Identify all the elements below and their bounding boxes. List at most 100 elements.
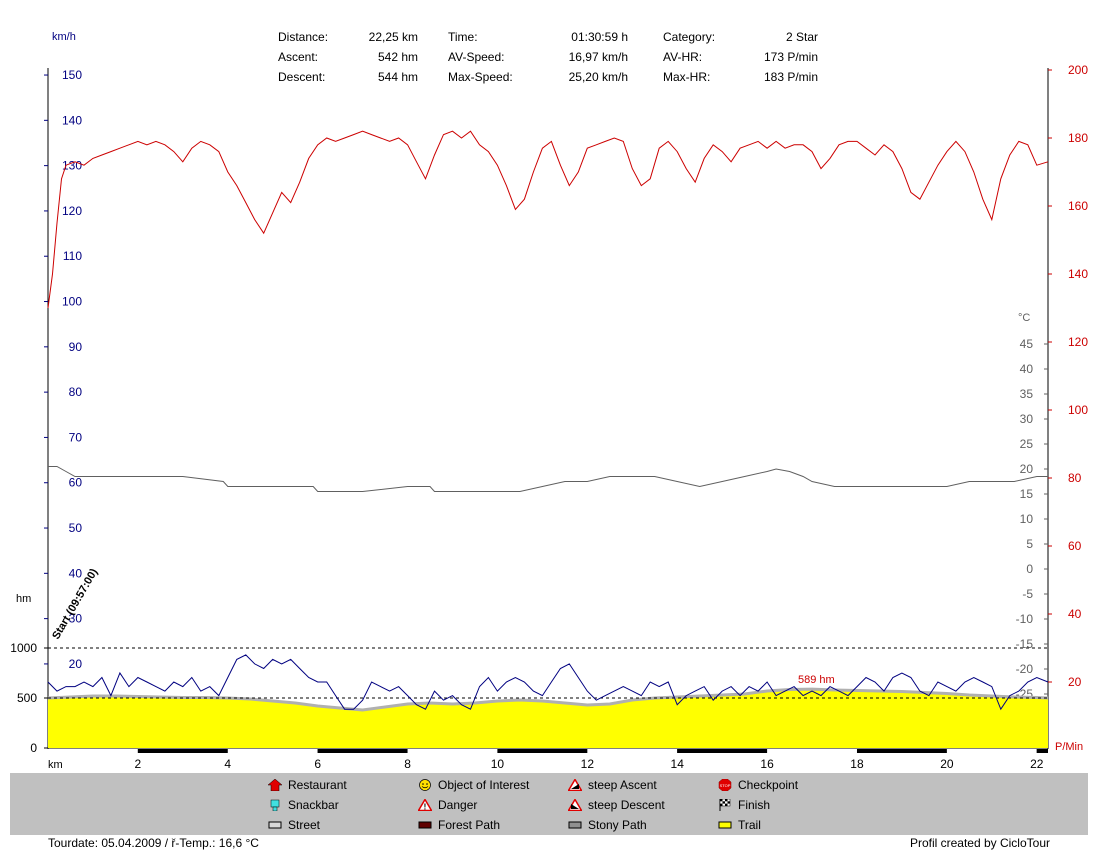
smiley-icon xyxy=(418,779,432,791)
descent-value: 544 hm xyxy=(377,70,418,84)
hr-tick-label: 60 xyxy=(1068,539,1082,553)
legend-checkpoint: STOP Checkpoint xyxy=(718,778,799,792)
x-tick-label: 22 xyxy=(1030,757,1044,771)
temp-tick-label: 15 xyxy=(1020,487,1034,501)
speed-tick-label: 30 xyxy=(69,612,83,626)
legend-steep-ascent: steep Ascent xyxy=(568,778,657,792)
x-tick-label: 10 xyxy=(491,757,505,771)
distance-bar-segment xyxy=(497,749,588,753)
stats-panel: Distance: Ascent: Descent: 22,25 km 542 … xyxy=(0,30,1100,90)
altitude-unit-label: hm xyxy=(16,593,31,605)
legend-finish: Finish xyxy=(718,798,770,812)
maxspeed-value: 25,20 km/h xyxy=(568,70,628,84)
time-value: 01:30:59 h xyxy=(571,30,628,44)
temp-tick-label: 25 xyxy=(1020,437,1034,451)
speed-tick-label: 120 xyxy=(62,204,82,218)
altitude-tick-label: 0 xyxy=(30,741,37,755)
trail-icon xyxy=(718,819,732,831)
legend-trail: Trail xyxy=(718,818,761,832)
hr-tick-label: 160 xyxy=(1068,199,1088,213)
time-label: Time: xyxy=(448,30,478,44)
distance-value: 22,25 km xyxy=(368,30,418,44)
avhr-value: 173 P/min xyxy=(763,50,818,64)
category-label: Category: xyxy=(663,30,716,44)
distance-bar-segment xyxy=(677,749,768,753)
temp-unit-label: °C xyxy=(1018,312,1030,324)
distance-bar-segment xyxy=(137,749,228,753)
avspeed-value: 16,97 km/h xyxy=(568,50,628,64)
hr-tick-label: 100 xyxy=(1068,403,1088,417)
chart-series xyxy=(47,130,1049,748)
stony-path-icon xyxy=(568,819,582,831)
x-tick-label: 8 xyxy=(404,757,411,771)
speed-tick-label: 50 xyxy=(69,521,83,535)
legend-stony-path: Stony Path xyxy=(568,818,647,832)
hr-unit-label: P/Min xyxy=(1055,741,1083,753)
hr-tick-label: 20 xyxy=(1068,675,1082,689)
maxhr-label: Max-HR: xyxy=(663,70,711,84)
temp-tick-label: -15 xyxy=(1016,637,1034,651)
x-tick-label: 6 xyxy=(314,757,321,771)
chart-axes: 2030405060708090100110120130140150km/h20… xyxy=(10,31,1088,771)
distance-bar-segment xyxy=(407,749,498,753)
legend-object-of-interest: Object of Interest xyxy=(418,778,529,792)
distance-bar-segment xyxy=(1036,749,1048,753)
legend-snackbar: Snackbar xyxy=(268,798,339,812)
stop-sign-icon: STOP xyxy=(718,779,732,791)
x-tick-label: 12 xyxy=(581,757,595,771)
x-tick-label: 18 xyxy=(850,757,864,771)
speed-tick-label: 70 xyxy=(69,430,83,444)
distance-bar-segment xyxy=(587,749,678,753)
hr-tick-label: 180 xyxy=(1068,131,1088,145)
legend-steep-descent: steep Descent xyxy=(568,798,665,812)
speed-tick-label: 90 xyxy=(69,340,83,354)
temp-tick-label: 35 xyxy=(1020,387,1034,401)
speed-line xyxy=(47,654,1049,711)
steep-ascent-icon xyxy=(568,779,582,791)
temperature-line xyxy=(48,466,1048,492)
temp-tick-label: -20 xyxy=(1016,662,1034,676)
heart-rate-line xyxy=(47,130,1049,309)
x-tick-label: 2 xyxy=(135,757,142,771)
speed-tick-label: 130 xyxy=(62,159,82,173)
temp-tick-label: 45 xyxy=(1020,337,1034,351)
chart-labels: Start (09:57:00)589 hm xyxy=(50,566,834,686)
hr-tick-label: 200 xyxy=(1068,63,1088,77)
snackbar-icon xyxy=(268,799,282,811)
steep-descent-icon xyxy=(568,799,582,811)
street-icon xyxy=(268,819,282,831)
speed-unit-label: km/h xyxy=(52,31,76,43)
temp-tick-label: 10 xyxy=(1020,512,1034,526)
svg-text:STOP: STOP xyxy=(720,783,731,788)
speed-tick-label: 60 xyxy=(69,476,83,490)
restaurant-icon xyxy=(268,779,282,791)
temp-tick-label: 30 xyxy=(1020,412,1034,426)
hr-tick-label: 80 xyxy=(1068,471,1082,485)
hr-tick-label: 140 xyxy=(1068,267,1088,281)
maxhr-value: 183 P/min xyxy=(763,70,818,84)
hr-tick-label: 120 xyxy=(1068,335,1088,349)
speed-tick-label: 100 xyxy=(62,295,82,309)
temp-tick-label: 20 xyxy=(1020,462,1034,476)
legend-forest-path: Forest Path xyxy=(418,818,500,832)
danger-icon: ! xyxy=(418,799,432,811)
temp-tick-label: -10 xyxy=(1016,612,1034,626)
x-tick-label: 16 xyxy=(760,757,774,771)
temp-tick-label: 40 xyxy=(1020,362,1034,376)
checkered-flag-icon xyxy=(718,799,732,811)
category-value: 2 Star xyxy=(785,30,818,44)
speed-tick-label: 80 xyxy=(69,385,83,399)
altitude-tick-label: 500 xyxy=(17,691,37,705)
speed-tick-label: 140 xyxy=(62,113,82,127)
speed-tick-label: 150 xyxy=(62,68,82,82)
max-altitude-annotation: 589 hm xyxy=(798,674,835,686)
temp-tick-label: 0 xyxy=(1026,562,1033,576)
svg-text:!: ! xyxy=(424,803,427,812)
tourdate-text: Tourdate: 05.04.2009 / ř-Temp.: 16,6 °C xyxy=(48,836,259,850)
speed-tick-label: 110 xyxy=(63,249,82,263)
x-tick-label: 20 xyxy=(940,757,954,771)
distance-bar-segment xyxy=(767,749,857,753)
distance-bar-segment xyxy=(856,749,947,753)
ascent-value: 542 hm xyxy=(377,50,418,64)
